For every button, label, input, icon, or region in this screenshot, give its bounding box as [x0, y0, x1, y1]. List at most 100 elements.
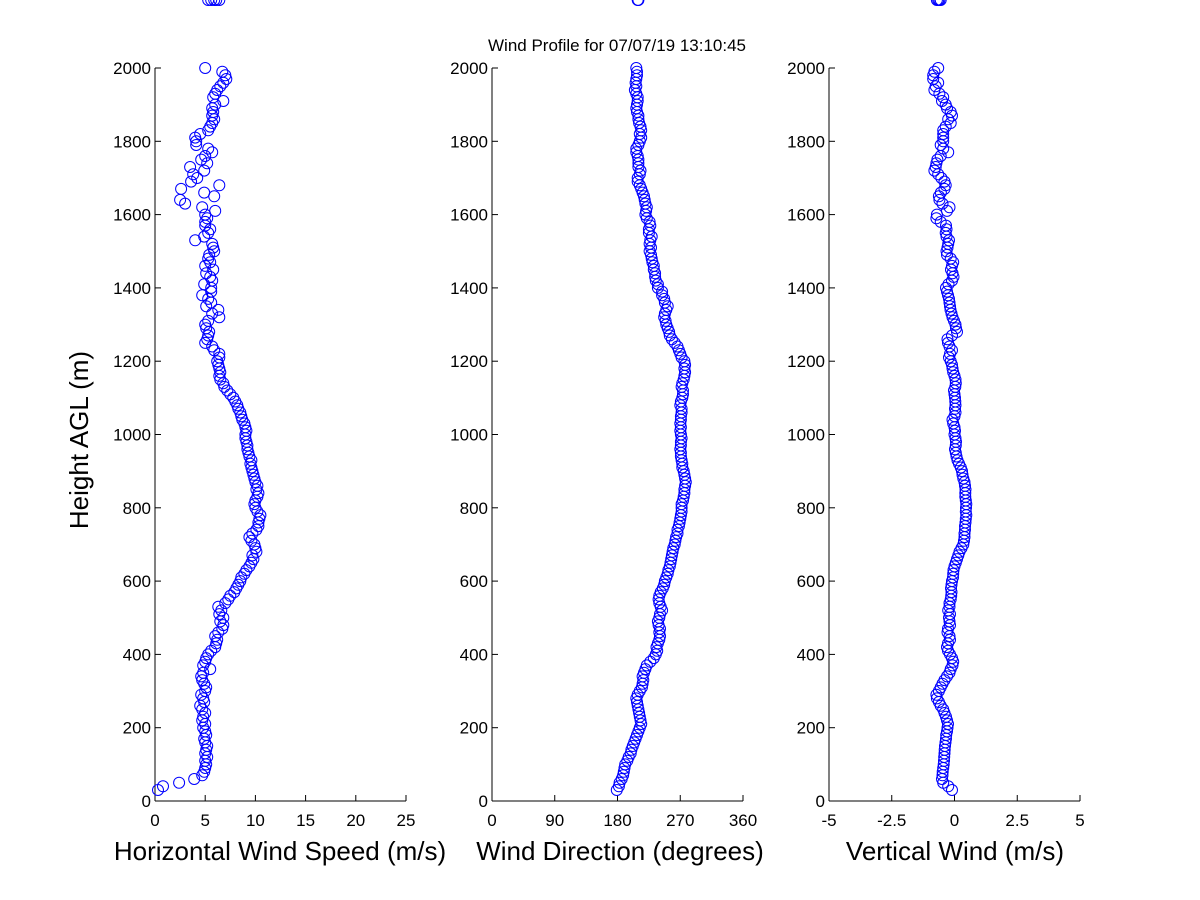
- data-point: [208, 0, 221, 6]
- data-point: [943, 201, 956, 214]
- y-tick-label: 1600: [113, 206, 151, 225]
- y-tick-label: 200: [123, 719, 151, 738]
- data-point: [949, 424, 961, 437]
- data-point: [947, 256, 960, 269]
- x-tick-label: 0: [487, 811, 496, 830]
- data-point: [243, 531, 256, 544]
- data-point: [661, 300, 674, 313]
- data-point: [207, 106, 220, 118]
- data-point: [175, 182, 188, 195]
- data-point: [935, 172, 948, 184]
- data-point: [956, 468, 969, 481]
- y-tick-label: 1200: [450, 352, 488, 371]
- data-point: [173, 776, 186, 789]
- y-axis-label: Height AGL (m): [64, 351, 94, 529]
- data-point: [941, 285, 953, 298]
- data-point: [631, 65, 643, 78]
- data-point: [199, 736, 212, 749]
- data-point: [624, 747, 637, 760]
- data-point: [206, 102, 219, 115]
- data-point: [651, 281, 664, 294]
- data-point: [212, 600, 225, 613]
- data-point: [199, 318, 212, 331]
- data-point: [213, 311, 226, 324]
- data-point: [656, 285, 669, 298]
- data-point: [937, 91, 950, 104]
- data-point: [635, 124, 648, 137]
- data-point: [217, 611, 230, 624]
- data-point: [208, 190, 221, 203]
- data-point: [232, 402, 245, 415]
- data-point: [235, 571, 248, 584]
- data-point: [937, 131, 950, 144]
- data-point: [253, 512, 266, 525]
- data-point: [938, 175, 951, 188]
- data-point: [198, 765, 211, 778]
- data-point: [248, 472, 261, 485]
- data-point: [219, 69, 232, 82]
- y-tick-label: 1600: [787, 206, 825, 225]
- data-point: [941, 204, 953, 217]
- speed-x-axis-label: Horizontal Wind Speed (m/s): [114, 836, 446, 866]
- data-point: [248, 498, 261, 511]
- y-tick-label: 800: [797, 499, 825, 518]
- data-point: [630, 142, 643, 155]
- data-point: [612, 780, 625, 793]
- x-tick-label: 0: [950, 811, 959, 830]
- y-tick-label: 400: [123, 645, 151, 664]
- data-point: [941, 714, 953, 727]
- data-point: [630, 62, 643, 74]
- data-point: [207, 263, 220, 276]
- data-point: [248, 538, 261, 551]
- y-tick-label: 1400: [113, 279, 151, 298]
- data-point: [200, 729, 213, 741]
- x-tick-label: 5: [200, 811, 209, 830]
- data-point: [216, 65, 229, 78]
- data-point: [199, 655, 212, 668]
- data-point: [943, 351, 955, 364]
- data-point: [204, 663, 217, 676]
- data-point: [950, 322, 962, 335]
- data-point: [941, 333, 954, 346]
- data-point: [202, 292, 215, 305]
- data-point: [250, 483, 263, 496]
- data-point: [227, 391, 240, 404]
- y-tick-label: 1000: [787, 426, 825, 445]
- data-point: [932, 62, 945, 74]
- data-point: [656, 289, 669, 302]
- data-point: [947, 567, 960, 580]
- y-tick-label: 1800: [450, 132, 488, 151]
- data-point: [201, 157, 214, 170]
- data-point: [213, 362, 226, 375]
- data-point: [943, 234, 955, 247]
- data-point: [678, 362, 691, 375]
- y-tick-label: 2000: [787, 59, 825, 78]
- data-point: [630, 146, 643, 159]
- data-point: [206, 146, 219, 159]
- data-point: [934, 139, 947, 151]
- data-point: [671, 340, 684, 353]
- panel-speed: 0 200 400 600 800 1000 1200 1400 1600 1800 2000 0 5 1…: [113, 0, 446, 866]
- x-tick-label: -2.5: [877, 811, 906, 830]
- y-tick-label: 2000: [113, 59, 151, 78]
- data-point: [184, 161, 197, 173]
- y-tick-label: 1200: [113, 352, 151, 371]
- data-point: [946, 311, 959, 324]
- data-point: [959, 479, 971, 492]
- data-point: [947, 270, 960, 283]
- data-point: [930, 212, 943, 225]
- chart-title: Wind Profile for 07/07/19 13:10:45: [488, 36, 746, 55]
- data-point: [246, 465, 259, 478]
- data-point: [196, 714, 209, 727]
- data-point: [209, 204, 222, 217]
- x-tick-label: 10: [246, 811, 265, 830]
- data-point: [247, 468, 260, 481]
- data-point: [246, 527, 259, 540]
- data-point: [942, 336, 954, 349]
- data-point: [194, 128, 207, 140]
- data-point: [930, 688, 943, 701]
- data-point: [946, 362, 959, 375]
- data-point: [212, 303, 225, 316]
